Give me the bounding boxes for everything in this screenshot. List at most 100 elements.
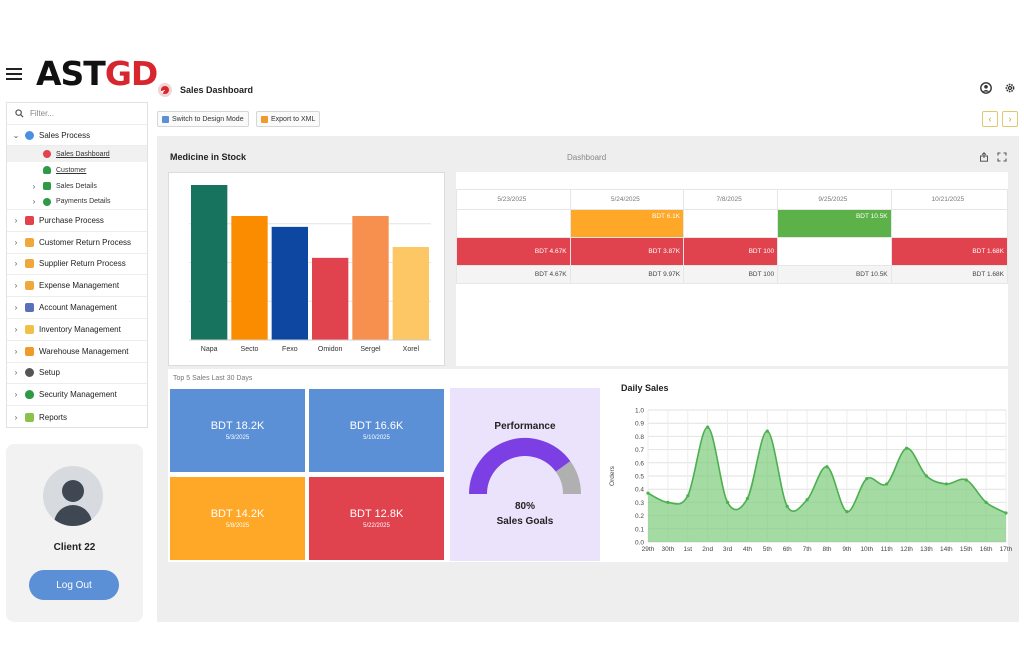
- prev-button[interactable]: ‹: [982, 111, 998, 127]
- filter-placeholder: Filter...: [30, 109, 55, 118]
- x-tick-label: 29th: [642, 546, 655, 553]
- y-axis-label: Orders: [609, 465, 616, 486]
- x-tick-label: 4th: [743, 546, 752, 553]
- x-tick-label: 30th: [662, 546, 675, 553]
- chevron-right-icon: ›: [14, 390, 18, 400]
- sales-grid-table: 5/23/2025 5/24/2025 7/8/2025 9/25/2025 1…: [456, 189, 1009, 284]
- y-tick-label: 0.5: [635, 474, 644, 481]
- y-tick-label: 0.8: [635, 434, 644, 441]
- data-point: [646, 491, 650, 495]
- x-tick-label: 14th: [940, 546, 953, 553]
- sales-tile: BDT 12.8K 5/22/2025: [309, 477, 444, 560]
- gauge-track: [555, 461, 581, 495]
- x-tick-label: 10th: [860, 546, 873, 553]
- expense-icon: [25, 281, 34, 291]
- sidebar-item-inventory[interactable]: › Inventory Management: [7, 319, 147, 341]
- sidebar: Filter... ⌄ Sales Process Sales Dashboar…: [6, 102, 148, 428]
- bar: [392, 247, 429, 340]
- sidebar-item-sales-process[interactable]: ⌄ Sales Process: [7, 125, 147, 146]
- sidebar-item-account[interactable]: › Account Management: [7, 297, 147, 319]
- data-point: [785, 504, 789, 508]
- sidebar-item-customer[interactable]: Customer: [7, 162, 147, 178]
- sidebar-item-payments-details[interactable]: › Payments Details: [7, 194, 147, 210]
- user-icon: [43, 166, 51, 174]
- grid-header: 9/25/2025: [777, 189, 892, 210]
- gauge-fill: [469, 438, 571, 495]
- performance-title: Performance: [494, 421, 556, 432]
- data-point: [845, 510, 849, 514]
- logout-button[interactable]: Log Out: [29, 570, 119, 600]
- x-tick-label: 16th: [980, 546, 993, 553]
- x-tick-label: Secto: [241, 346, 259, 353]
- data-point: [765, 429, 769, 433]
- sidebar-item-security[interactable]: › Security Management: [7, 384, 147, 407]
- performance-label: Sales Goals: [496, 516, 554, 527]
- sidebar-item-supplier-return[interactable]: › Supplier Return Process: [7, 254, 147, 276]
- data-point: [1004, 511, 1008, 515]
- y-tick-label: 0.6: [635, 460, 644, 467]
- chevron-right-icon: ›: [32, 181, 36, 191]
- grid-total-cell: BDT 1.68K: [890, 265, 1009, 284]
- hamburger-menu-icon[interactable]: [6, 68, 22, 80]
- sidebar-item-warehouse[interactable]: › Warehouse Management: [7, 341, 147, 363]
- grid-header: 7/8/2025: [683, 189, 779, 210]
- ledger-icon: [25, 303, 34, 313]
- sidebar-item-reports[interactable]: › Reports: [7, 406, 147, 428]
- supplier-icon: [25, 259, 34, 269]
- logo: ASTGD: [36, 54, 158, 93]
- folder-icon: [25, 324, 34, 334]
- data-point: [984, 500, 988, 504]
- gear-icon: [25, 368, 34, 378]
- next-button[interactable]: ›: [1002, 111, 1018, 127]
- share-icon[interactable]: [979, 152, 989, 164]
- grid-total-cell: BDT 100: [683, 265, 779, 284]
- coin-icon: [43, 197, 51, 206]
- chevron-right-icon: ›: [14, 346, 18, 356]
- top5-title: Top 5 Sales Last 30 Days: [173, 375, 253, 382]
- x-tick-label: Napa: [201, 346, 218, 353]
- y-tick-label: 0.1: [635, 526, 644, 533]
- x-tick-label: 3rd: [723, 546, 733, 553]
- sidebar-item-purchase-process[interactable]: › Purchase Process: [7, 210, 147, 232]
- sidebar-item-expense[interactable]: › Expense Management: [7, 275, 147, 298]
- filter-input[interactable]: Filter...: [7, 103, 147, 125]
- data-point: [944, 482, 948, 486]
- grid-cell: [683, 209, 779, 238]
- export-xml-button[interactable]: Export to XML: [256, 111, 321, 127]
- data-point: [865, 477, 869, 481]
- cart-icon: [25, 215, 34, 225]
- y-tick-label: 0.7: [635, 447, 644, 454]
- sales-grid: 5/23/2025 5/24/2025 7/8/2025 9/25/2025 1…: [456, 172, 1009, 366]
- data-point: [686, 494, 690, 498]
- data-point: [666, 500, 670, 504]
- fullscreen-icon[interactable]: [997, 152, 1007, 164]
- sidebar-item-setup[interactable]: › Setup: [7, 363, 147, 385]
- bar: [352, 216, 389, 340]
- sidebar-item-sales-dashboard[interactable]: Sales Dashboard: [7, 146, 147, 162]
- data-point: [725, 500, 730, 504]
- data-point: [885, 482, 889, 486]
- x-tick-label: 12th: [900, 546, 913, 553]
- data-point: [706, 425, 710, 429]
- sales-tile: BDT 18.2K 5/3/2025: [170, 389, 305, 472]
- y-tick-label: 0.0: [635, 540, 644, 547]
- x-tick-label: 6th: [783, 546, 792, 553]
- design-mode-button[interactable]: Switch to Design Mode: [157, 111, 249, 127]
- sidebar-item-sales-details[interactable]: › Sales Details: [7, 178, 147, 194]
- x-tick-label: 2nd: [702, 546, 713, 553]
- bar: [231, 216, 268, 340]
- account-icon[interactable]: [980, 82, 992, 94]
- x-tick-label: 17th: [1000, 546, 1012, 553]
- pie-chart-icon: [43, 150, 51, 158]
- x-tick-label: Xorel: [403, 346, 420, 353]
- grid-cell: BDT 10.5K: [777, 209, 892, 238]
- design-icon: [162, 115, 169, 123]
- grid-cell: BDT 3.87K: [569, 237, 685, 266]
- y-tick-label: 0.2: [635, 513, 644, 520]
- gear-icon[interactable]: [1004, 82, 1016, 94]
- chevron-right-icon: ›: [14, 215, 18, 225]
- sidebar-item-customer-return[interactable]: › Customer Return Process: [7, 232, 147, 254]
- chevron-right-icon: ›: [14, 368, 18, 378]
- people-icon: [25, 130, 34, 140]
